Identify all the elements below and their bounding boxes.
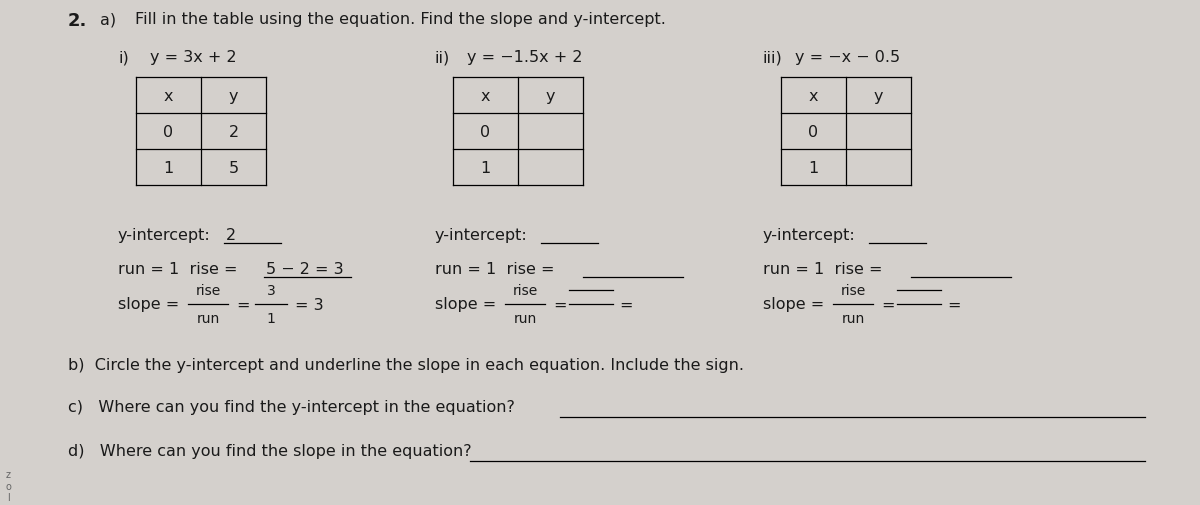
Text: y-intercept:: y-intercept: (118, 228, 211, 242)
Text: run = 1  rise =: run = 1 rise = (763, 262, 888, 276)
Text: x: x (163, 88, 173, 104)
Text: =: = (619, 297, 632, 312)
Text: slope =: slope = (763, 297, 829, 312)
Text: run = 1  rise =: run = 1 rise = (118, 262, 242, 276)
Text: =: = (553, 297, 566, 312)
Text: run: run (514, 312, 536, 325)
Text: y: y (874, 88, 883, 104)
Text: ii): ii) (436, 50, 450, 65)
Text: slope =: slope = (436, 297, 502, 312)
Text: y = 3x + 2: y = 3x + 2 (150, 50, 236, 65)
Text: c)   Where can you find the y-intercept in the equation?: c) Where can you find the y-intercept in… (68, 399, 515, 414)
Text: 1: 1 (163, 160, 174, 175)
Text: 5: 5 (228, 160, 239, 175)
Text: y = −1.5x + 2: y = −1.5x + 2 (467, 50, 582, 65)
Text: y-intercept:: y-intercept: (763, 228, 856, 242)
Text: 0: 0 (163, 124, 174, 139)
Text: 0: 0 (809, 124, 818, 139)
Text: run: run (841, 312, 865, 325)
Text: =: = (236, 297, 250, 312)
Text: a): a) (100, 12, 116, 27)
Text: y: y (229, 88, 239, 104)
Text: 1: 1 (809, 160, 818, 175)
Text: rise: rise (512, 283, 538, 297)
Text: rise: rise (196, 283, 221, 297)
Text: run = 1  rise =: run = 1 rise = (436, 262, 559, 276)
Text: x: x (809, 88, 818, 104)
Text: 1: 1 (266, 312, 276, 325)
Text: 2: 2 (226, 228, 236, 242)
Text: 2.: 2. (68, 12, 88, 30)
Text: run: run (197, 312, 220, 325)
Text: d)   Where can you find the slope in the equation?: d) Where can you find the slope in the e… (68, 443, 472, 458)
Text: y-intercept:: y-intercept: (436, 228, 528, 242)
Text: rise: rise (840, 283, 865, 297)
Text: = 3: = 3 (295, 297, 324, 312)
Text: iii): iii) (763, 50, 782, 65)
Text: =: = (881, 297, 894, 312)
Text: 0: 0 (480, 124, 491, 139)
Text: 1: 1 (480, 160, 491, 175)
Text: y: y (546, 88, 556, 104)
Text: x: x (481, 88, 491, 104)
Text: slope =: slope = (118, 297, 185, 312)
Text: Fill in the table using the equation. Find the slope and y-intercept.: Fill in the table using the equation. Fi… (134, 12, 666, 27)
Text: b)  Circle the y-intercept and underline the slope in each equation. Include the: b) Circle the y-intercept and underline … (68, 358, 744, 372)
Text: 5 − 2 = 3: 5 − 2 = 3 (266, 262, 343, 276)
Text: 2: 2 (228, 124, 239, 139)
Text: 3: 3 (266, 283, 275, 297)
Text: i): i) (118, 50, 128, 65)
Text: y = −x − 0.5: y = −x − 0.5 (796, 50, 900, 65)
Text: =: = (947, 297, 960, 312)
Text: z
o
l: z o l (5, 469, 11, 502)
